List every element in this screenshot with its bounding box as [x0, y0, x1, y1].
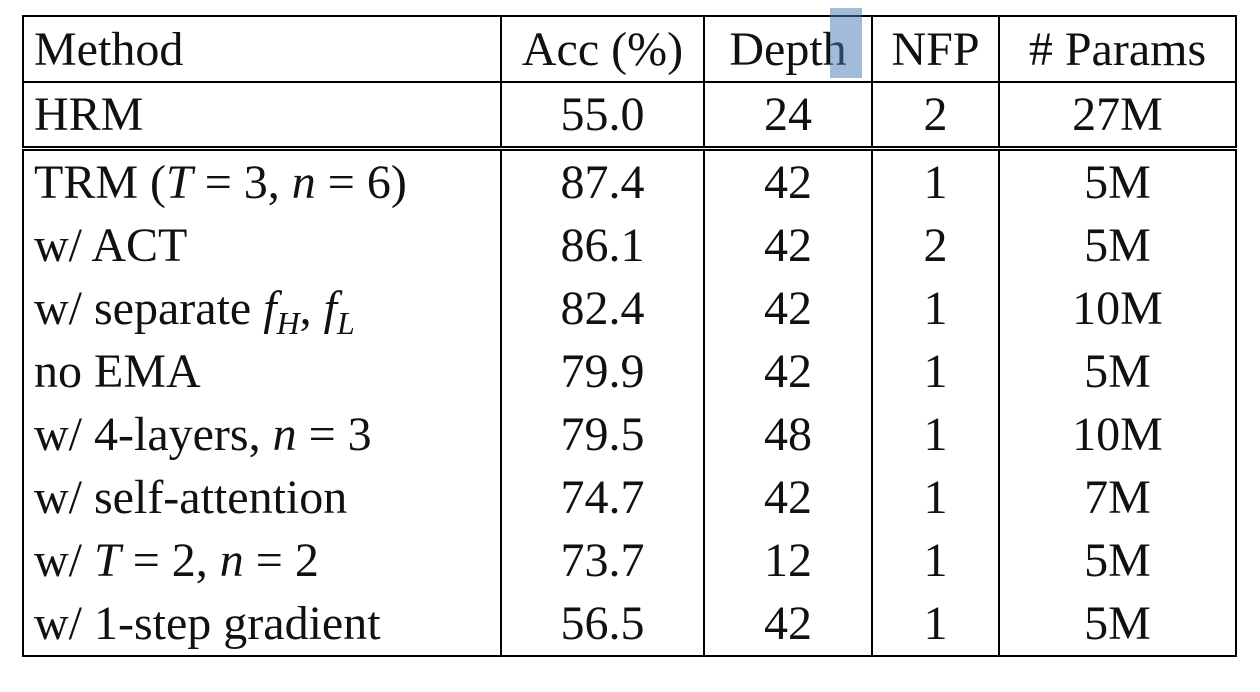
method-text: f	[323, 282, 338, 335]
method-cell: w/ ACT	[22, 214, 502, 277]
table-row: no EMA 79.9 42 1 5M	[22, 340, 1237, 403]
value-cell: 1	[871, 148, 1000, 214]
results-table: Method Acc (%) Depth NFP # Params HRM 55.0 24 2 2…	[22, 15, 1237, 657]
value-cell: 5M	[998, 214, 1237, 277]
method-text: = 6)	[315, 156, 407, 209]
method-text: w/	[34, 534, 94, 587]
value-cell: 48	[703, 403, 873, 466]
table-row: w/ T = 2, n = 2 73.7 12 1 5M	[22, 529, 1237, 592]
value-cell: 82.4	[500, 277, 705, 340]
value-cell: 1	[871, 340, 1000, 403]
table-body: Method Acc (%) Depth NFP # Params HRM 55.0 24 2 2…	[22, 15, 1237, 657]
value-cell: 42	[703, 592, 873, 657]
value-cell: 74.7	[500, 466, 705, 529]
method-text: = 2,	[120, 534, 220, 587]
value-cell: 86.1	[500, 214, 705, 277]
value-cell: 42	[703, 277, 873, 340]
method-text: = 3,	[192, 156, 292, 209]
value-cell: 1	[871, 529, 1000, 592]
text-selection	[830, 8, 862, 78]
table-row: TRM (T = 3, n = 6) 87.4 42 1 5M	[22, 148, 1237, 214]
value-cell: 5M	[998, 340, 1237, 403]
value-cell: 5M	[998, 592, 1237, 657]
value-cell: 42	[703, 148, 873, 214]
method-text: w/ self-attention	[34, 471, 348, 524]
method-text: ,	[299, 282, 324, 335]
method-text: L	[337, 305, 355, 341]
method-text: = 3	[296, 408, 372, 461]
method-text: = 2	[243, 534, 319, 587]
method-text: n	[219, 534, 244, 587]
value-cell: 87.4	[500, 148, 705, 214]
value-cell: 10M	[998, 403, 1237, 466]
value-cell: 79.5	[500, 403, 705, 466]
table-row: w/ separate fH, fL 82.4 42 1 10M	[22, 277, 1237, 341]
value-cell: 24	[703, 82, 873, 151]
value-cell: 27M	[998, 82, 1237, 151]
table-row: w/ 1-step gradient 56.5 42 1 5M	[22, 592, 1237, 657]
method-text: n	[272, 408, 297, 461]
value-cell: 1	[871, 592, 1000, 657]
method-text: w/ 1-step gradient	[34, 597, 381, 650]
value-cell: 1	[871, 277, 1000, 340]
table-row: w/ self-attention 74.7 42 1 7M	[22, 466, 1237, 529]
method-cell: w/ T = 2, n = 2	[22, 529, 502, 592]
value-cell: 2	[871, 214, 1000, 277]
method-cell: w/ 1-step gradient	[22, 592, 502, 657]
table-row: w/ 4-layers, n = 3 79.5 48 1 10M	[22, 403, 1237, 466]
header-cell: # Params	[998, 15, 1237, 83]
method-cell: TRM (T = 3, n = 6)	[22, 148, 502, 214]
method-text: T	[94, 534, 121, 587]
value-cell: 2	[871, 82, 1000, 151]
value-cell: 1	[871, 466, 1000, 529]
value-cell: 42	[703, 340, 873, 403]
method-cell: w/ separate fH, fL	[22, 277, 502, 341]
method-text: TRM (	[34, 156, 166, 209]
value-cell: 42	[703, 466, 873, 529]
header-row: Method Acc (%) Depth NFP # Params	[22, 15, 1237, 83]
method-text: no EMA	[34, 345, 201, 398]
method-cell: w/ 4-layers, n = 3	[22, 403, 502, 466]
header-cell: Acc (%)	[500, 15, 705, 83]
method-cell: HRM	[22, 82, 502, 151]
value-cell: 12	[703, 529, 873, 592]
table-row: HRM 55.0 24 2 27M	[22, 82, 1237, 151]
method-cell: no EMA	[22, 340, 502, 403]
method-text: H	[276, 305, 300, 341]
method-text: T	[166, 156, 193, 209]
value-cell: 1	[871, 403, 1000, 466]
value-cell: 10M	[998, 277, 1237, 340]
method-text: HRM	[34, 88, 144, 141]
value-cell: 5M	[998, 529, 1237, 592]
value-cell: 5M	[998, 148, 1237, 214]
method-text: w/ 4-layers,	[34, 408, 273, 461]
header-cell: Method	[22, 15, 502, 83]
method-text: w/ ACT	[34, 219, 188, 272]
value-cell: 79.9	[500, 340, 705, 403]
method-text: f	[263, 282, 277, 335]
method-text: n	[291, 156, 316, 209]
value-cell: 73.7	[500, 529, 705, 592]
value-cell: 42	[703, 214, 873, 277]
method-cell: w/ self-attention	[22, 466, 502, 529]
method-text: w/ separate	[34, 282, 264, 335]
header-cell: NFP	[871, 15, 1000, 83]
table-row: w/ ACT 86.1 42 2 5M	[22, 214, 1237, 277]
value-cell: 7M	[998, 466, 1237, 529]
value-cell: 55.0	[500, 82, 705, 151]
value-cell: 56.5	[500, 592, 705, 657]
